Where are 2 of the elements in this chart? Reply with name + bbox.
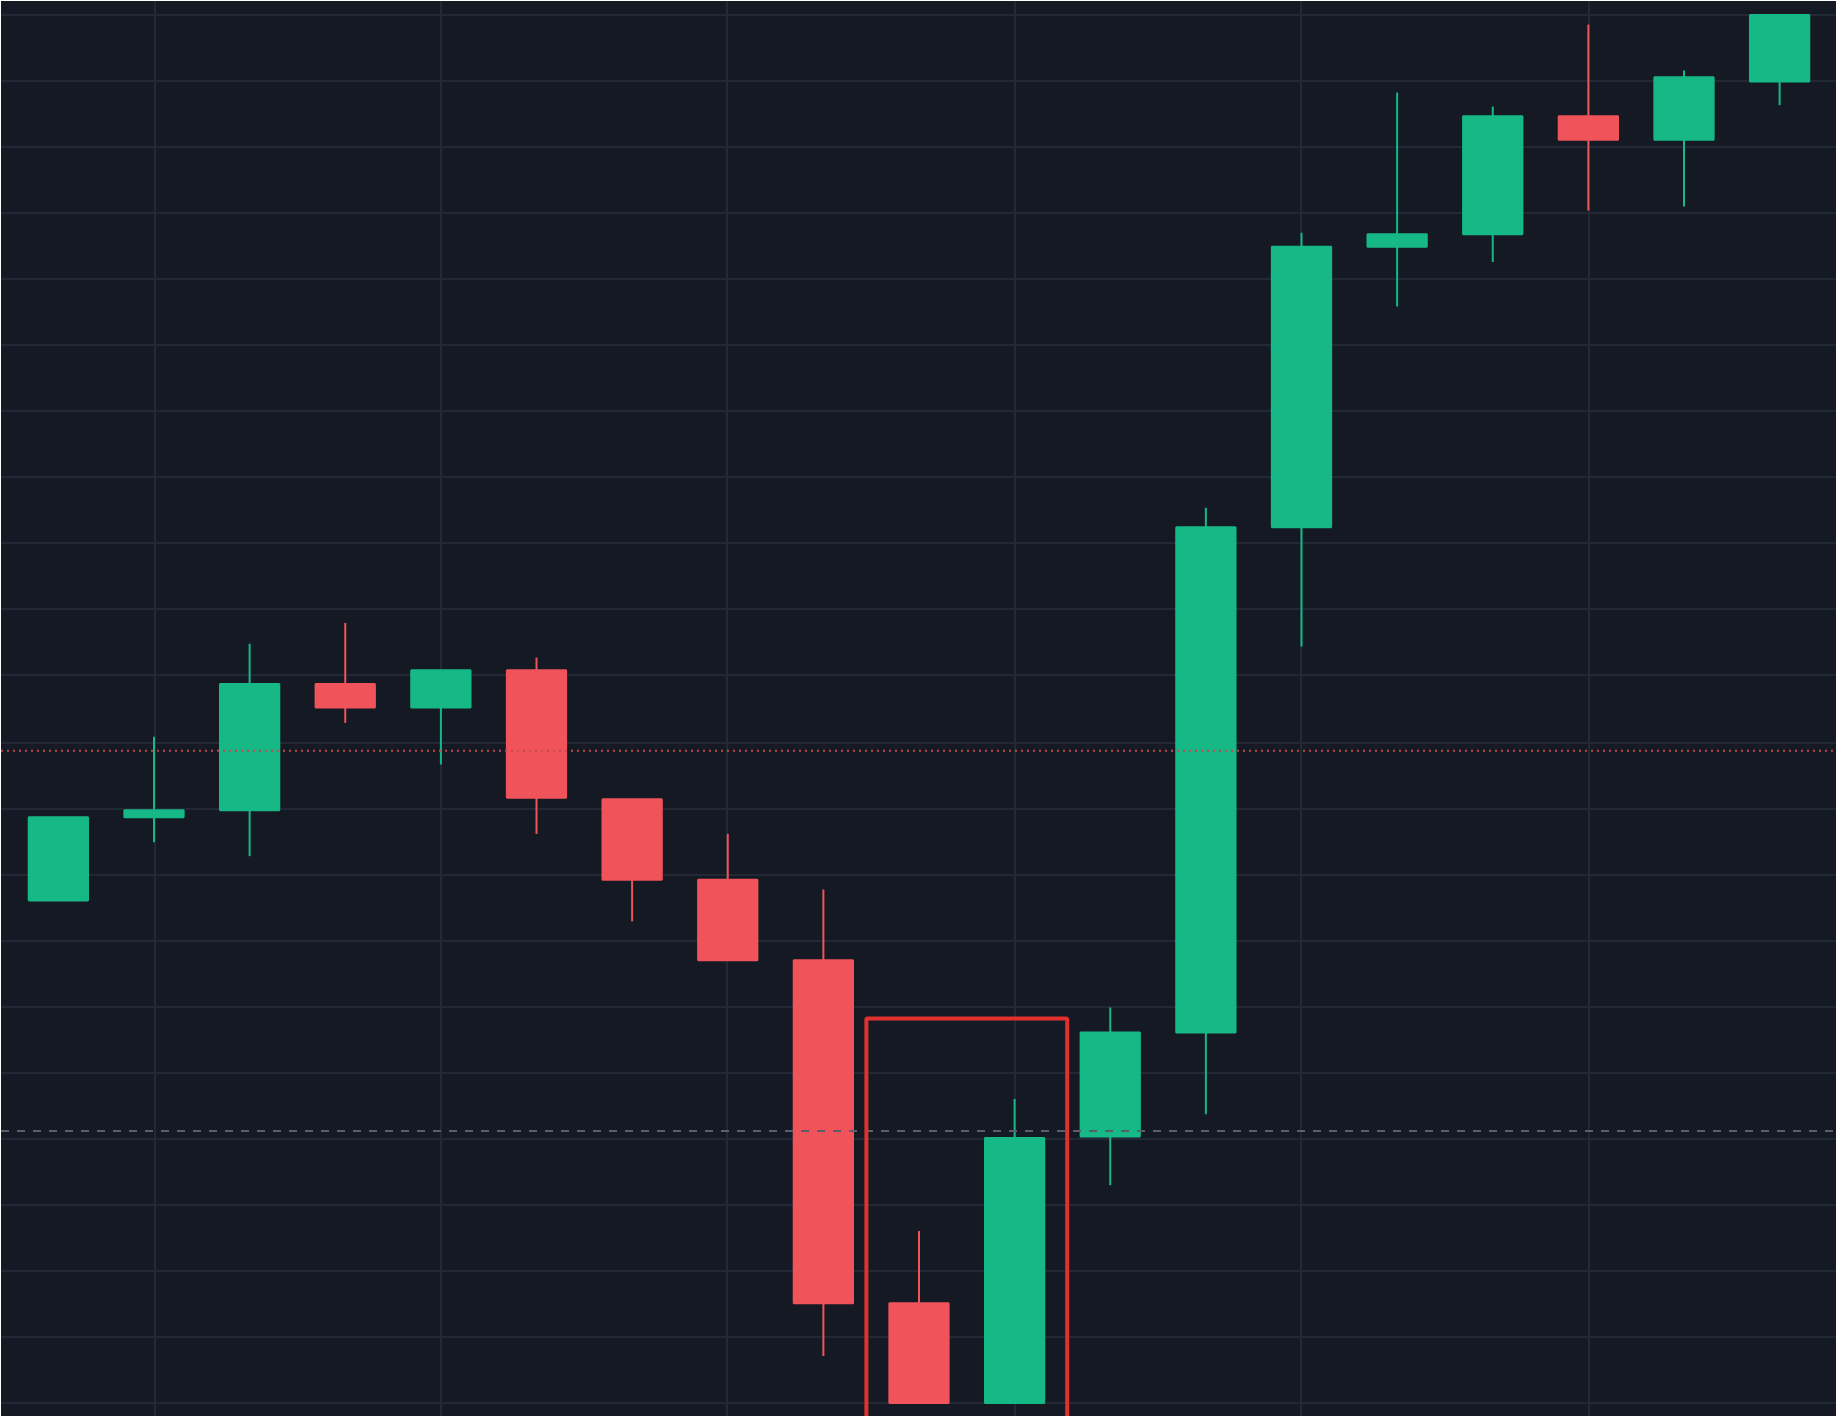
candlestick: [1366, 91, 1428, 308]
candlestick: [123, 735, 185, 844]
